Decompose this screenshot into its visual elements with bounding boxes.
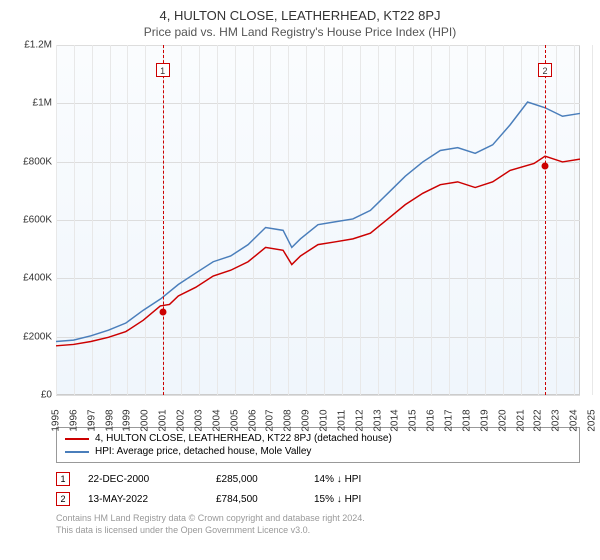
x-tick-label: 2019: [479, 409, 490, 431]
table-pct: 15% ↓ HPI: [314, 494, 414, 505]
x-tick-label: 2021: [515, 409, 526, 431]
marker-line-2: [545, 45, 546, 395]
y-tick-label: £200K: [23, 331, 56, 342]
chart-subtitle: Price paid vs. HM Land Registry's House …: [12, 25, 588, 39]
chart-footer: Contains HM Land Registry data © Crown c…: [56, 513, 580, 536]
x-tick-label: 2024: [569, 409, 580, 431]
table-row: 1 22-DEC-2000 £285,000 14% ↓ HPI: [56, 469, 580, 489]
chart-container: 4, HULTON CLOSE, LEATHERHEAD, KT22 8PJ P…: [0, 0, 600, 560]
transaction-table: 1 22-DEC-2000 £285,000 14% ↓ HPI 2 13-MAY-202…: [56, 469, 580, 509]
x-tick-label: 2008: [283, 409, 294, 431]
legend-label: 4, HULTON CLOSE, LEATHERHEAD, KT22 8PJ (…: [95, 433, 392, 444]
footer-line-2: This data is licensed under the Open Gov…: [56, 525, 580, 537]
x-tick-label: 1999: [122, 409, 133, 431]
y-tick-label: £600K: [23, 215, 56, 226]
y-tick-label: £1.2M: [24, 40, 56, 51]
legend-label: HPI: Average price, detached house, Mole…: [95, 446, 311, 457]
table-marker: 1: [56, 472, 70, 486]
x-tick-label: 2000: [140, 409, 151, 431]
table-price: £784,500: [216, 494, 296, 505]
x-tick-label: 2001: [158, 409, 169, 431]
x-tick-label: 2011: [336, 410, 347, 432]
table-date: 22-DEC-2000: [88, 474, 198, 485]
x-tick-label: 2009: [301, 409, 312, 431]
x-tick-label: 2017: [444, 409, 455, 431]
legend-item: HPI: Average price, detached house, Mole…: [65, 445, 571, 458]
x-tick-label: 2015: [408, 409, 419, 431]
table-date: 13-MAY-2022: [88, 494, 198, 505]
x-tick-label: 2022: [533, 409, 544, 431]
y-tick-label: £400K: [23, 273, 56, 284]
table-price: £285,000: [216, 474, 296, 485]
series-hpi: [56, 102, 580, 342]
marker-dot-1: [159, 308, 166, 315]
x-tick-label: 2005: [229, 409, 240, 431]
x-tick-label: 1997: [86, 409, 97, 431]
table-pct: 14% ↓ HPI: [314, 474, 414, 485]
x-tick-label: 2004: [211, 409, 222, 431]
x-tick-label: 2013: [372, 409, 383, 431]
x-tick-label: 1998: [104, 409, 115, 431]
table-marker: 2: [56, 492, 70, 506]
x-tick-label: 2002: [176, 409, 187, 431]
x-tick-label: 2018: [461, 409, 472, 431]
chart-plot-area: 12 £0£200K£400K£600K£800K£1M£1.2M 199519…: [56, 45, 580, 395]
chart-legend: 4, HULTON CLOSE, LEATHERHEAD, KT22 8PJ (…: [56, 427, 580, 463]
x-tick-label: 1996: [68, 409, 79, 431]
chart-series: [56, 45, 580, 387]
y-tick-label: £1M: [33, 98, 56, 109]
table-row: 2 13-MAY-2022 £784,500 15% ↓ HPI: [56, 489, 580, 509]
x-tick-label: 2020: [497, 409, 508, 431]
marker-box-2: 2: [538, 63, 552, 77]
x-tick-label: 2016: [426, 409, 437, 431]
y-tick-label: £800K: [23, 156, 56, 167]
chart-title: 4, HULTON CLOSE, LEATHERHEAD, KT22 8PJ: [12, 8, 588, 23]
marker-line-1: [163, 45, 164, 395]
legend-swatch: [65, 438, 89, 440]
footer-line-1: Contains HM Land Registry data © Crown c…: [56, 513, 580, 525]
x-tick-label: 2025: [587, 409, 598, 431]
x-tick-label: 2023: [551, 409, 562, 431]
legend-swatch: [65, 451, 89, 453]
y-tick-label: £0: [41, 390, 56, 401]
x-tick-label: 2003: [193, 409, 204, 431]
marker-box-1: 1: [156, 63, 170, 77]
x-tick-label: 2014: [390, 409, 401, 431]
x-tick-label: 2012: [354, 409, 365, 431]
legend-item: 4, HULTON CLOSE, LEATHERHEAD, KT22 8PJ (…: [65, 432, 571, 445]
x-tick-label: 2006: [247, 409, 258, 431]
x-tick-label: 2007: [265, 409, 276, 431]
x-tick-label: 1995: [51, 409, 62, 431]
x-tick-label: 2010: [319, 409, 330, 431]
marker-dot-2: [542, 163, 549, 170]
